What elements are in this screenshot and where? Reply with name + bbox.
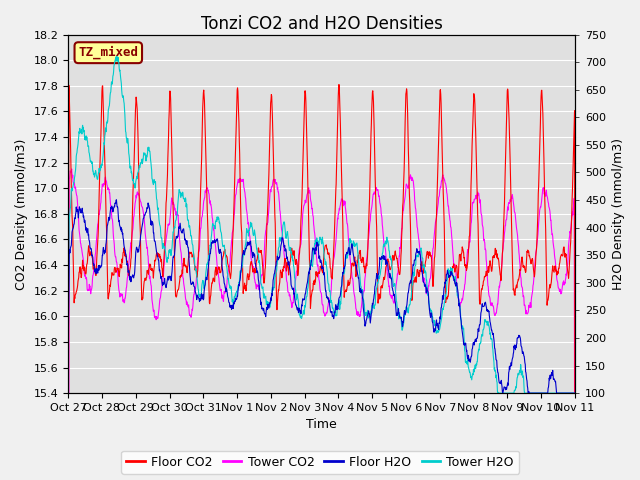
Legend: Floor CO2, Tower CO2, Floor H2O, Tower H2O: Floor CO2, Tower CO2, Floor H2O, Tower H… bbox=[121, 451, 519, 474]
X-axis label: Time: Time bbox=[306, 419, 337, 432]
Text: TZ_mixed: TZ_mixed bbox=[78, 46, 138, 60]
Title: Tonzi CO2 and H2O Densities: Tonzi CO2 and H2O Densities bbox=[200, 15, 442, 33]
Y-axis label: H2O Density (mmol/m3): H2O Density (mmol/m3) bbox=[612, 138, 625, 290]
Y-axis label: CO2 Density (mmol/m3): CO2 Density (mmol/m3) bbox=[15, 138, 28, 289]
